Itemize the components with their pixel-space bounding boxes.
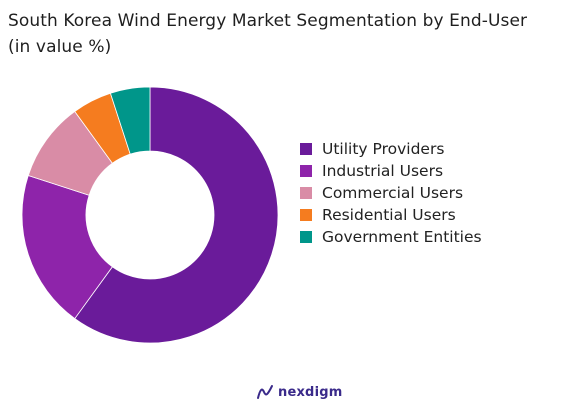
brand-logo-text: nexdigm bbox=[278, 384, 343, 400]
nexdigm-logo-icon bbox=[257, 385, 273, 399]
legend-label-industrial-users: Industrial Users bbox=[322, 162, 444, 180]
legend-label-commercial-users: Commercial Users bbox=[322, 184, 464, 202]
chart-title: South Korea Wind Energy Market Segmentat… bbox=[8, 11, 528, 31]
legend-swatch-utility-providers bbox=[300, 143, 312, 155]
legend-item-utility-providers: Utility Providers bbox=[300, 138, 570, 160]
legend-swatch-industrial-users bbox=[300, 165, 312, 177]
legend-label-government-entities: Government Entities bbox=[322, 228, 482, 246]
donut-slice-utility-providers bbox=[74, 86, 279, 344]
legend-swatch-commercial-users bbox=[300, 187, 312, 199]
donut-slice-government-entities bbox=[109, 86, 151, 155]
legend-item-industrial-users: Industrial Users bbox=[300, 160, 570, 182]
legend-swatch-government-entities bbox=[300, 231, 312, 243]
legend-label-residential-users: Residential Users bbox=[322, 206, 456, 224]
brand-logo: nexdigm bbox=[256, 384, 342, 400]
legend-label-utility-providers: Utility Providers bbox=[322, 140, 445, 158]
legend-item-residential-users: Residential Users bbox=[300, 204, 570, 226]
legend-item-government-entities: Government Entities bbox=[300, 226, 570, 248]
donut-slice-industrial-users bbox=[21, 174, 113, 320]
chart-title-block: South Korea Wind Energy Market Segmentat… bbox=[8, 8, 578, 60]
legend-item-commercial-users: Commercial Users bbox=[300, 182, 570, 204]
chart-subtitle: (in value %) bbox=[8, 37, 112, 57]
chart-legend: Utility Providers Industrial Users Commerc… bbox=[300, 138, 570, 248]
legend-swatch-residential-users bbox=[300, 209, 312, 221]
